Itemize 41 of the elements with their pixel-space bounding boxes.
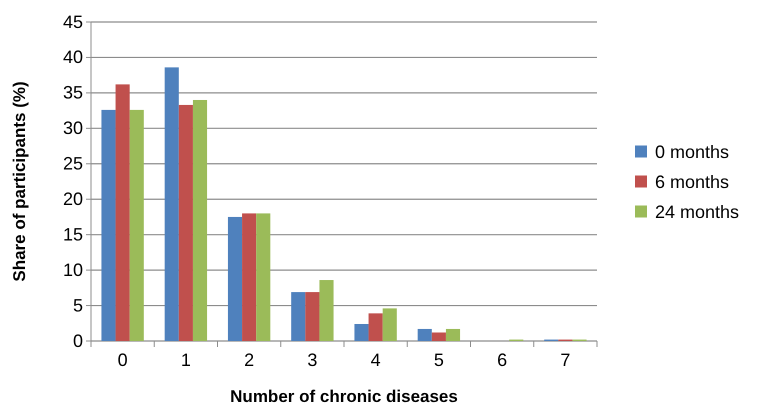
bar bbox=[101, 110, 116, 341]
y-tick-label: 0 bbox=[72, 330, 83, 351]
y-tick-label: 45 bbox=[62, 12, 83, 32]
y-tick-label: 35 bbox=[62, 82, 83, 103]
bar bbox=[192, 100, 208, 341]
bar bbox=[256, 213, 270, 341]
x-tick-label: 0 bbox=[118, 350, 128, 370]
bar bbox=[382, 308, 397, 341]
y-tick-label: 5 bbox=[72, 295, 83, 316]
y-tick-label: 20 bbox=[62, 188, 83, 209]
x-tick-label: 1 bbox=[180, 350, 191, 370]
legend-label: 0 months bbox=[655, 142, 730, 162]
y-tick-label: 30 bbox=[62, 118, 83, 138]
bar bbox=[164, 67, 179, 341]
bar bbox=[432, 332, 446, 341]
bar bbox=[305, 292, 320, 341]
bar bbox=[228, 216, 242, 341]
legend-label: 24 months bbox=[655, 202, 740, 222]
bar bbox=[116, 84, 130, 341]
x-tick-label: 2 bbox=[244, 350, 254, 370]
x-tick-label: 3 bbox=[307, 350, 318, 370]
bar bbox=[242, 213, 256, 341]
x-tick-label: 4 bbox=[370, 350, 381, 370]
bar bbox=[178, 104, 193, 341]
x-tick-label: 6 bbox=[497, 350, 508, 370]
x-axis-title: Number of chronic diseases bbox=[230, 387, 458, 406]
legend-label: 6 months bbox=[655, 172, 730, 192]
bar bbox=[354, 324, 369, 341]
y-tick-label: 40 bbox=[62, 47, 83, 68]
bar bbox=[130, 110, 144, 341]
x-tick-label: 5 bbox=[434, 350, 444, 370]
bar bbox=[291, 292, 306, 341]
y-axis-title: Share of participants (%) bbox=[10, 81, 29, 282]
y-tick-label: 15 bbox=[62, 224, 83, 244]
x-tick-label: 7 bbox=[560, 350, 570, 370]
bar bbox=[446, 328, 460, 341]
y-tick-label: 25 bbox=[62, 154, 83, 174]
bar bbox=[368, 313, 383, 341]
y-tick-label: 10 bbox=[62, 260, 83, 280]
bar bbox=[319, 280, 334, 341]
bar bbox=[418, 328, 432, 341]
